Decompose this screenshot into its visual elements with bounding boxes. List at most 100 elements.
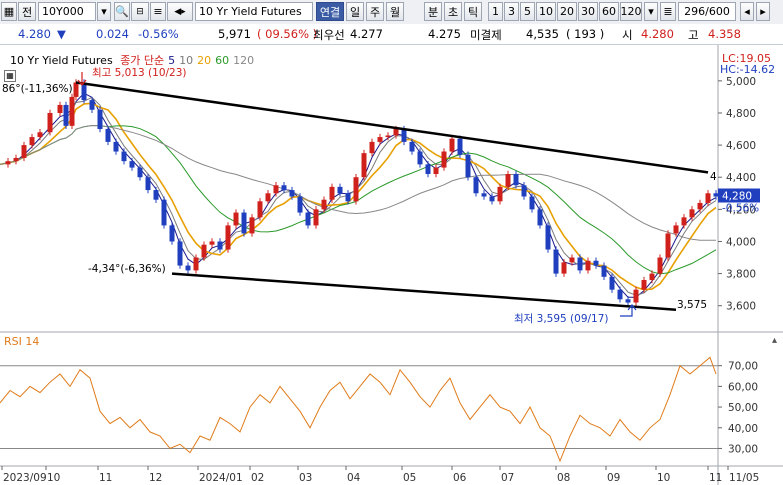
tab-second[interactable]: 초	[444, 2, 462, 21]
interval-120[interactable]: 120	[620, 2, 642, 21]
rsi-tick-label: 50,00	[728, 402, 758, 414]
candle-body	[401, 129, 407, 142]
price-tick-label: 4,400	[726, 172, 756, 184]
candle-body	[369, 141, 375, 154]
interval-3[interactable]: 3	[504, 2, 519, 21]
symbol-input[interactable]: 10Y000	[38, 2, 96, 21]
candle-body	[505, 174, 511, 187]
candle-body	[697, 202, 703, 210]
candle-body	[185, 265, 191, 271]
settings-icon[interactable]: ≡	[150, 2, 166, 21]
candle-body	[393, 129, 399, 136]
candle-body	[681, 217, 687, 226]
date-tick-label: 03	[299, 472, 312, 484]
candle-body	[69, 96, 75, 126]
zoom-fit-icon[interactable]: ⊟	[131, 2, 149, 21]
tab-continuous[interactable]: 연결	[316, 2, 344, 21]
candle-body	[657, 257, 663, 274]
candle-body	[161, 199, 167, 226]
candle-body	[553, 249, 559, 274]
annotations: 4,280-0.56% 최고 5,013 (10/23) 86°(-11,36%) -…	[2, 67, 760, 325]
candle-body	[313, 209, 319, 226]
interval-10[interactable]: 10	[536, 2, 556, 21]
legend-series-name: 10 Yr Yield Futures	[10, 54, 113, 67]
candle-body	[5, 161, 11, 165]
tab-minute[interactable]: 분	[424, 2, 442, 21]
high-pct-annotation: 86°(-11,36%)	[2, 83, 73, 95]
open-label: 시	[622, 28, 633, 42]
toolbar: ▦ 전 10Y000 ▾ 🔍 ⊟ ≡ ◀▸ 10 Yr Yield Future…	[0, 0, 783, 25]
rsi-collapse-icon[interactable]: ▴	[772, 335, 778, 346]
high-label: 고	[688, 28, 699, 42]
tab-weekly[interactable]: 주	[366, 2, 384, 21]
interval-60[interactable]: 60	[599, 2, 619, 21]
scroll-right-icon[interactable]: ▸	[756, 2, 770, 21]
candle-body	[47, 112, 53, 133]
best-bid: 4.277	[350, 27, 383, 41]
candle-body	[481, 193, 487, 197]
search-icon[interactable]: 🔍	[114, 2, 130, 21]
code-type-button[interactable]: 전	[18, 2, 36, 21]
candle-body	[513, 174, 519, 186]
candle-body	[89, 100, 95, 110]
high-price: 4.358	[708, 27, 741, 41]
high-marker-arrow	[77, 72, 87, 86]
page-counter[interactable]: 296/600	[678, 2, 736, 21]
low-marker-arrow	[620, 304, 637, 317]
interval-dropdown-icon[interactable]: ▾	[644, 2, 658, 21]
interval-20[interactable]: 20	[557, 2, 577, 21]
candle-body	[561, 262, 567, 274]
symbol-dropdown-icon[interactable]: ▾	[97, 2, 111, 21]
date-tick-label: 08	[557, 472, 570, 484]
grid	[0, 45, 783, 485]
candle-body	[713, 193, 719, 197]
candle-body	[63, 104, 69, 126]
tab-tick[interactable]: 틱	[464, 2, 482, 21]
candle-body	[649, 273, 655, 281]
list-icon[interactable]: ≣	[660, 2, 676, 21]
scroll-left-icon[interactable]: ◂	[740, 2, 754, 21]
candle-body	[289, 190, 295, 197]
table-icon[interactable]: ▦	[4, 70, 16, 82]
candle-body	[193, 257, 199, 271]
date-tick-label: 07	[501, 472, 514, 484]
candle-body	[29, 137, 35, 146]
price-tick-label: 4,000	[726, 236, 756, 248]
rsi-panel: 70,00 60,00 50,00 40,00 30,00	[0, 356, 758, 463]
candle-body	[177, 241, 183, 266]
sound-icon[interactable]: ◀▸	[167, 2, 193, 21]
candle-body	[425, 164, 431, 175]
date-tick-label: 10	[47, 472, 60, 484]
tab-daily[interactable]: 일	[346, 2, 364, 21]
candle-body	[577, 257, 583, 271]
upper-trend-line	[75, 81, 709, 174]
down-arrow-icon: ▼	[57, 27, 66, 41]
candle-body	[521, 185, 527, 197]
candle-body	[21, 145, 27, 158]
best-ask: 4.275	[428, 27, 461, 41]
candle-body	[305, 212, 311, 226]
candle-body	[537, 209, 543, 226]
candle-body	[329, 186, 335, 200]
current-price: 4.280	[18, 27, 51, 41]
interval-1[interactable]: 1	[488, 2, 503, 21]
candle-body	[385, 135, 391, 138]
chart-legend: 10 Yr Yield Futures 종가 단순 5 10 20 60 120	[10, 52, 258, 68]
candle-body	[37, 132, 43, 138]
legend-ma-20: 20	[197, 54, 212, 67]
candle-body	[409, 141, 415, 152]
candle-body	[617, 289, 623, 300]
interval-5[interactable]: 5	[520, 2, 535, 21]
hc-value: HC:-14.62	[720, 63, 776, 76]
tab-monthly[interactable]: 월	[386, 2, 404, 21]
price-tick-label: 3,600	[726, 301, 756, 313]
rsi-tick-label: 70,00	[728, 361, 758, 373]
price-axis: 5,000 4,800 4,600 4,400 4,200 4,000 3,800 3,600	[718, 76, 756, 313]
date-tick-label: 10	[657, 472, 670, 484]
candle-body	[665, 233, 671, 258]
menu-icon[interactable]: ▦	[1, 2, 17, 21]
candle-body	[145, 177, 151, 191]
candle-body	[473, 177, 479, 194]
interval-30[interactable]: 30	[578, 2, 598, 21]
